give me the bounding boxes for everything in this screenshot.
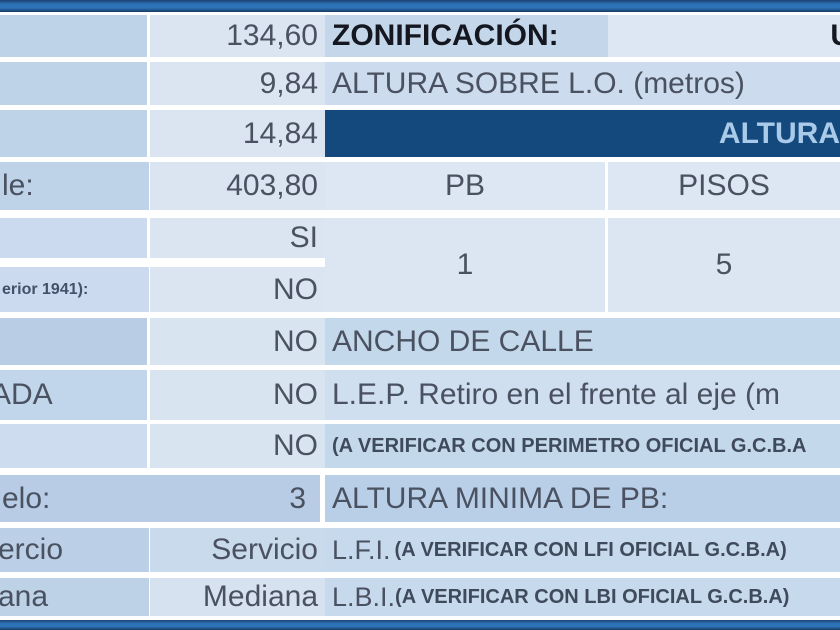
left-label-cell (0, 110, 147, 157)
value-text: Servicio (211, 533, 318, 566)
label-text: elo: (2, 481, 51, 515)
left-label-cell: le: (0, 162, 149, 210)
left-value-cell: 134,60 (150, 15, 330, 57)
pisos-value: 5 (715, 248, 733, 281)
top-border-bar (0, 0, 840, 12)
left-label-cell (0, 15, 147, 57)
zonificacion-label: ZONIFICACIÓN: (332, 19, 559, 52)
pb-header-cell: PB (325, 162, 605, 210)
left-merged-cell: elo: 3 (0, 475, 320, 522)
value-text: NO (273, 429, 318, 462)
altura-minima-cell: ALTURA MINIMA DE PB: (325, 475, 840, 522)
label-text: ADA (0, 378, 53, 411)
left-value-cell: NO (150, 370, 330, 420)
lep-retiro-cell: L.E.P. Retiro en el frente al eje (m (325, 370, 840, 420)
pisos-header: PISOS (678, 169, 770, 202)
value-text: NO (273, 324, 318, 358)
label-text: ana (0, 580, 49, 613)
pb-value-cell: 1 (325, 218, 605, 312)
label-text: ercio (0, 533, 64, 566)
lbi-note: (A VERIFICAR CON LBI OFICIAL G.C.B.A) (395, 585, 790, 608)
value-text: Mediana (202, 580, 318, 613)
value-text: NO (273, 272, 318, 306)
lbi-prefix: L.B.I. (332, 581, 396, 612)
zonificacion-label-cell: ZONIFICACIÓN: (325, 15, 612, 57)
bottom-border-bar (0, 620, 840, 630)
left-label-cell: ADA (0, 370, 147, 420)
verificar-perimetro-text: (A VERIFICAR CON PERIMETRO OFICIAL G.C.B… (332, 434, 807, 457)
label-text: le: (2, 169, 34, 202)
zonificacion-value-cell: U (608, 15, 840, 57)
left-label-cell (0, 318, 147, 365)
value-text: NO (273, 378, 318, 411)
left-label-cell (0, 218, 147, 258)
value-text: 403,80 (226, 169, 318, 202)
left-label-cell: erior 1941): (0, 267, 149, 312)
value-text: 134,60 (226, 19, 318, 52)
left-value-cell: SI (150, 218, 330, 258)
altura-header-band: ALTURA (325, 110, 840, 157)
zonificacion-value: U (830, 19, 840, 53)
lfi-note: (A VERIFICAR CON LFI OFICIAL G.C.B.A) (394, 538, 787, 561)
ancho-de-calle-text: ANCHO DE CALLE (332, 324, 594, 358)
lfi-cell: L.F.I. (A VERIFICAR CON LFI OFICIAL G.C.… (325, 528, 840, 572)
ancho-de-calle-cell: ANCHO DE CALLE (325, 318, 840, 365)
left-value-cell: NO (150, 424, 330, 468)
value-text: 3 (289, 481, 306, 515)
left-value-cell: Servicio (150, 528, 334, 572)
left-label-cell: ana (0, 578, 149, 616)
pb-header: PB (444, 169, 486, 202)
value-text: 14,84 (242, 116, 318, 150)
pisos-value-cell: 5 (608, 218, 840, 312)
verificar-perimetro-cell: (A VERIFICAR CON PERIMETRO OFICIAL G.C.B… (325, 424, 840, 468)
left-label-cell (0, 62, 147, 105)
label-text: erior 1941): (2, 280, 89, 298)
pisos-header-cell: PISOS (608, 162, 840, 210)
left-value-cell: Mediana (150, 578, 334, 616)
left-value-cell: 403,80 (150, 162, 330, 210)
altura-sobre-lo-cell: ALTURA SOBRE L.O. (metros) (325, 62, 840, 105)
pb-value: 1 (456, 248, 474, 281)
left-value-cell: NO (150, 267, 330, 312)
altura-band-label: ALTURA (718, 116, 840, 150)
left-value-cell: NO (150, 318, 330, 365)
left-value-cell: 14,84 (150, 110, 330, 157)
left-label-cell: ercio (0, 528, 149, 572)
left-label-cell (0, 424, 147, 468)
value-text: 9,84 (259, 66, 318, 100)
lbi-cell: L.B.I. (A VERIFICAR CON LBI OFICIAL G.C.… (325, 578, 840, 616)
left-value-cell: 9,84 (150, 62, 330, 105)
lfi-prefix: L.F.I. (332, 534, 391, 565)
altura-minima-text: ALTURA MINIMA DE PB: (332, 481, 669, 515)
lep-retiro-text: L.E.P. Retiro en el frente al eje (m (332, 378, 781, 411)
altura-sobre-lo-text: ALTURA SOBRE L.O. (metros) (332, 66, 745, 100)
value-text: SI (289, 221, 318, 254)
